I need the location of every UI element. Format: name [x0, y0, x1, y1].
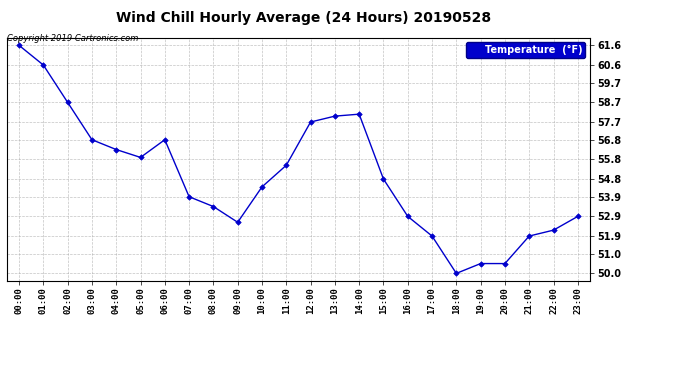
Text: Wind Chill Hourly Average (24 Hours) 20190528: Wind Chill Hourly Average (24 Hours) 201…: [116, 11, 491, 25]
Legend: Temperature  (°F): Temperature (°F): [466, 42, 585, 58]
Text: Copyright 2019 Cartronics.com: Copyright 2019 Cartronics.com: [7, 34, 138, 43]
